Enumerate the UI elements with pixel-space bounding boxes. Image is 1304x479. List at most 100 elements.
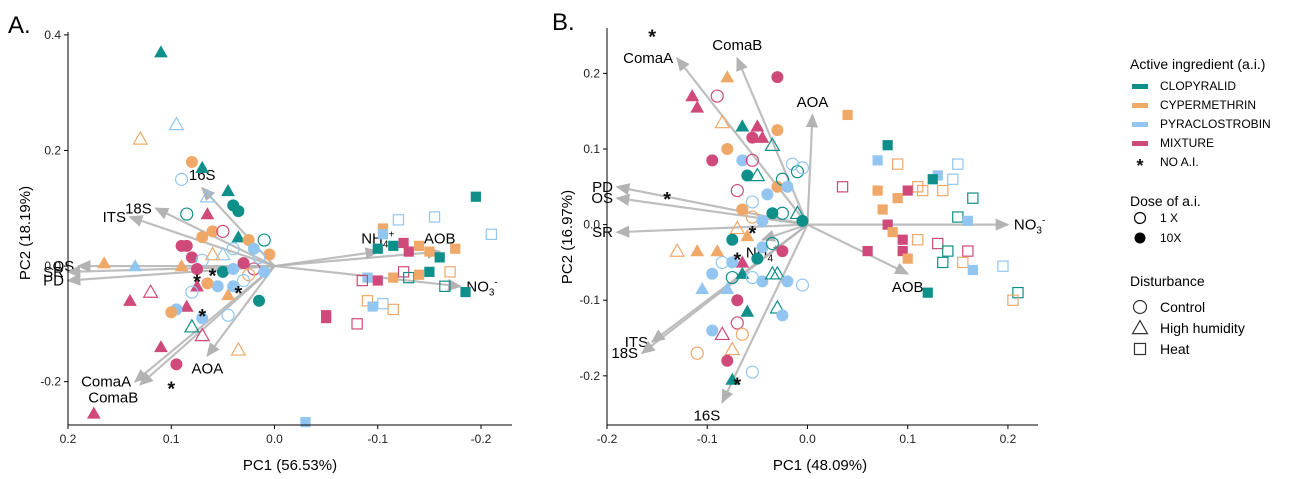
panel-b-label: B.	[552, 9, 575, 36]
panel-b-data-point	[761, 188, 774, 201]
panel-b-data-point	[902, 185, 913, 196]
panel-b-x-tick-label: 0.1	[899, 432, 916, 446]
panel-b-vector-label: ComaA	[623, 50, 673, 67]
panel-a-vector-label: ComaB	[88, 390, 138, 407]
panel-a-data-point	[221, 288, 235, 301]
panel-a-vector-label: AOA	[192, 361, 224, 378]
legend-dist-marker	[1132, 299, 1148, 315]
legend-ai-label: CLOPYRALID	[1160, 79, 1236, 93]
panel-b-data-point	[897, 245, 908, 257]
panel-a-data-point	[434, 252, 445, 263]
panel-a-data-point	[424, 246, 435, 257]
panel-a-no-ai-point: *	[234, 283, 242, 305]
panel-a-data-point	[398, 237, 409, 249]
panel-a-data-point	[216, 224, 230, 238]
panel-b-vector-label: OS	[591, 190, 613, 207]
panel-b-no-ai-point: *	[733, 374, 741, 396]
panel-b-data-point	[902, 253, 913, 264]
panel-a-data-point	[132, 130, 149, 145]
panel-b-data-point	[967, 264, 978, 276]
panel-a-data-point	[185, 156, 198, 169]
panel-b-data-point	[872, 185, 883, 196]
panel-b-vector-label: SR	[592, 224, 613, 241]
panel-a-data-point	[195, 160, 210, 173]
panel-a-data-point	[183, 318, 200, 333]
panel-a-data-point	[128, 259, 143, 272]
panel-b-data-point	[912, 234, 924, 246]
panel-b-data-point	[726, 256, 739, 269]
panel-a-data-point	[356, 274, 368, 287]
panel-a-data-point	[361, 295, 374, 307]
panel-a-vector-arrow	[154, 207, 275, 268]
panel-b-data-point	[706, 154, 719, 167]
panel-b-vector-label: 16S	[694, 407, 721, 424]
panel-b-data-point	[887, 227, 898, 238]
panel-a-data-point	[204, 246, 221, 261]
panel-a-data-point	[196, 231, 209, 244]
panel-a-data-point	[179, 299, 194, 312]
panel-b-points	[669, 70, 1024, 385]
panel-b-data-point	[736, 203, 749, 216]
panel-a-data-point	[444, 266, 456, 278]
panel-b-vector-arrow	[615, 223, 808, 238]
panel-a-data-point	[377, 223, 389, 234]
panel-b-data-point	[942, 245, 954, 257]
panel-a-data-point	[439, 280, 451, 292]
panel-b-data-point	[735, 266, 750, 279]
panel-b-data-point	[745, 365, 759, 379]
panel-b-data-point	[714, 326, 731, 341]
legend-dist-title: Disturbance	[1130, 273, 1205, 289]
panel-b-data-point	[766, 207, 779, 220]
legend-dose-marker	[1133, 211, 1147, 225]
panel-a-vector-label: 16S	[189, 167, 216, 184]
panel-b-no-ai-point: *	[748, 223, 756, 245]
panel-b-data-point	[735, 119, 750, 132]
panel-a-data-point	[165, 306, 178, 319]
panel-b-data-point	[756, 241, 769, 254]
panel-a-data-point	[168, 116, 185, 131]
panel-b-data-point	[706, 267, 719, 280]
panel-b-data-point	[882, 219, 893, 230]
panel-a-vector-label: NH4+	[361, 230, 394, 251]
panel-a-vector-label: AOB	[424, 231, 456, 248]
panel-a-y-tick-label: 0.2	[44, 143, 61, 157]
panel-b-data-point	[776, 245, 789, 258]
panel-b-data-point	[746, 131, 759, 144]
panel-a-data-point	[372, 275, 383, 286]
panel-a-data-point	[154, 340, 168, 353]
panel-b-vector-arrow	[806, 223, 910, 275]
legend-ai-title: Active ingredient (a.i.)	[1130, 56, 1265, 72]
panel-b-data-point	[745, 153, 759, 167]
panel-b-data-point	[795, 161, 810, 175]
panel-a-data-point	[252, 250, 266, 264]
panel-a-data-point	[387, 303, 399, 316]
panel-b-vector-label: NO3-	[1014, 216, 1045, 237]
panel-b-data-point	[764, 265, 781, 280]
panel-b-no-ai-point: *	[648, 27, 656, 49]
panel-b-x-tick-label: -0.1	[697, 432, 718, 446]
legend-color-swatch	[1132, 84, 1148, 89]
panel-a-data-point	[226, 242, 240, 256]
panel-b-data-point	[764, 137, 781, 151]
panel-b-data-point	[726, 233, 739, 246]
panel-b-data-point	[669, 242, 686, 257]
legend-dist-items: Control High humidity Heat	[1131, 299, 1245, 357]
panel-a-vector-label: PD	[43, 273, 64, 290]
panel-a-data-point	[237, 257, 250, 270]
panel-b-data-point	[715, 255, 729, 270]
panel-a-data-point	[413, 269, 425, 280]
panel-b-no-ai-point: *	[663, 189, 671, 211]
panel-b-data-point	[962, 215, 973, 226]
legend-dose-marker	[1134, 232, 1146, 244]
panel-a-data-point	[231, 230, 246, 243]
panel-b-y-tick-label: -0.2	[579, 369, 600, 383]
panel-a-data-point	[180, 207, 194, 221]
panel-a-x-tick-label: -0.1	[367, 432, 388, 446]
panel-b-data-point	[917, 184, 929, 197]
panel-a-data-point	[194, 327, 211, 342]
panel-a-data-point	[403, 246, 414, 257]
panel-a-vector-arrow	[66, 264, 275, 286]
panel-b-y-tick-label: -0.1	[579, 293, 600, 307]
